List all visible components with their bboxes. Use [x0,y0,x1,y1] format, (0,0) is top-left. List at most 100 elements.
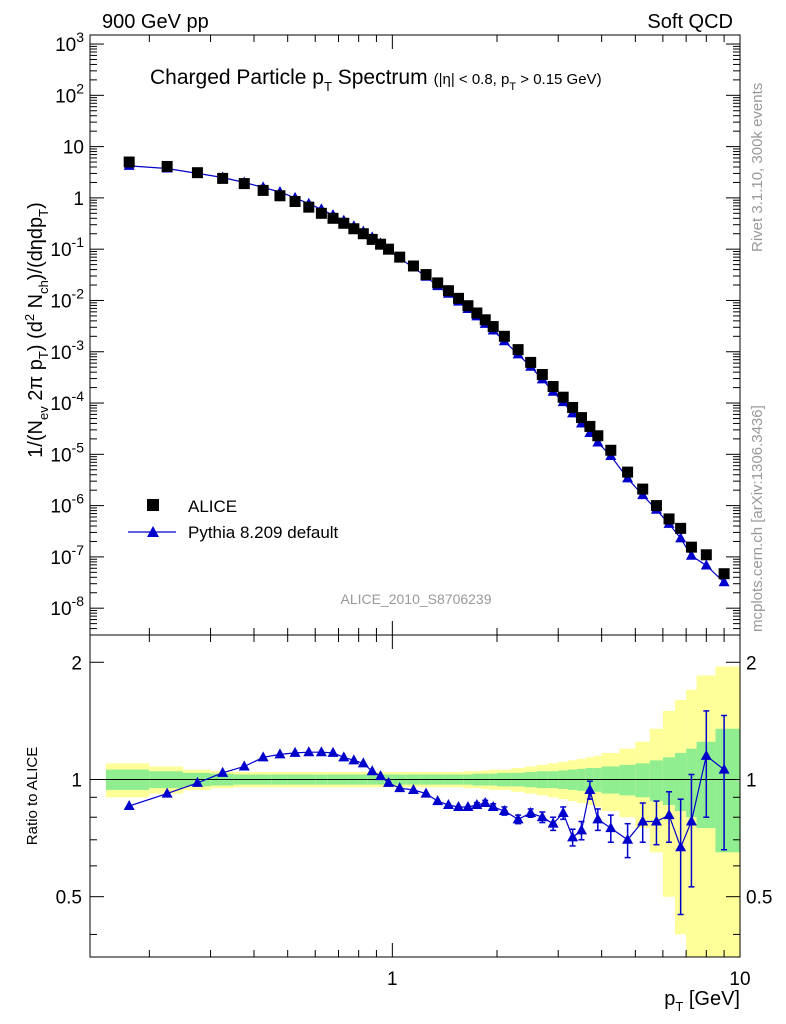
data-point-main [462,300,474,312]
data-point-main [366,233,378,245]
mc-point-ratio [592,813,604,824]
inner-band [601,766,620,794]
mc-point-ratio [471,798,483,809]
inner-band [674,752,687,811]
mc-point-ratio [718,763,730,774]
inner-band [715,728,740,853]
legend-mc-marker [147,526,159,537]
mc-point-ratio [366,765,378,776]
mc-point-ratio [217,766,229,777]
mc-point-ratio [675,841,687,852]
header-right: Soft QCD [647,11,733,33]
data-point-main [637,483,649,495]
data-point-main [471,307,483,319]
mc-point-ratio [512,813,524,824]
mc-series-ratio [123,710,730,916]
data-point-main [650,500,662,512]
ratio-y-tick-label-left: 1 [71,770,82,791]
mc-point-main [675,532,687,543]
data-point-main [394,251,406,263]
main-axis-ticks [90,35,741,636]
mc-point-ratio [303,746,315,757]
data-point-main [442,285,454,297]
data-point-main [123,156,135,168]
analysis-id: ALICE_2010_S8706239 [340,591,491,607]
data-point-main [584,420,596,432]
data-point-main [161,160,173,172]
main-y-tick-label: 10-3 [50,337,84,364]
inner-band [649,760,663,802]
data-point-main [663,513,675,525]
mc-point-ratio [650,815,662,826]
chart-title-cuts-sub: T [509,81,516,93]
ratio-y-tick-label-left: 0.5 [56,888,82,909]
main-y-tick-label: 10-7 [50,542,84,569]
data-point-main [420,269,432,281]
data-point-main [700,549,712,561]
data-point-main [303,201,315,213]
mc-point-ratio [238,760,250,771]
inner-band [662,757,675,805]
rivet-label: Rivet 3.1.10, 300k events [749,83,766,252]
main-panel: 10-8 10-7 10-6 10-5 10-4 10-3 10-2 10-1 1 10 102 10… [50,29,741,636]
legend-data-marker [147,499,159,511]
data-point-main [557,391,569,403]
data-point-main [274,190,286,202]
data-point-main [536,369,548,381]
main-plot-frame [89,34,741,636]
x-axis-label-main: p [664,988,675,1010]
main-y-tick-label: 103 [55,29,84,56]
legend-mc-label: Pythia 8.209 default [188,523,339,542]
data-point-main [289,196,301,208]
legend: ALICE Pythia 8.209 default [128,497,339,542]
mc-point-ratio [487,800,499,811]
mc-point-ratio [557,807,569,818]
mc-point-ratio [420,787,432,798]
main-y-tick-label: 10-1 [50,234,84,261]
data-point-main [338,217,350,229]
main-y-tick-label: 102 [55,80,84,107]
main-y-tick-label: 10-6 [50,491,84,518]
data-point-main [357,228,369,240]
main-y-tick-label: 10-5 [50,439,84,466]
inner-band [619,764,636,796]
mc-point-ratio [547,817,559,828]
data-point-main [453,292,465,304]
data-point-main [675,522,687,534]
legend-data-label: ALICE [188,497,237,516]
x-axis-label-sub: T [675,999,683,1014]
mc-point-ratio [622,833,634,844]
chart-title-cuts: (|η| < 0.8, p [434,71,510,88]
ratio-plot-frame [89,634,741,958]
mc-point-ratio [357,757,369,768]
mc-point-ratio [315,746,327,757]
mc-point-ratio [257,751,269,762]
x-axis-label: pT [GeV] [664,988,740,1014]
data-point-main [622,466,634,478]
mc-point-main [718,576,730,587]
mc-point-ratio [161,787,173,798]
data-point-main [718,568,730,580]
ratio-axis-ticks [90,635,741,957]
chart-title-sub: T [324,79,332,94]
data-point-main [315,207,327,219]
main-y-tick-label: 10-8 [50,593,84,620]
data-point-main [257,184,269,196]
main-y-tick-label: 1 [73,189,84,210]
mc-point-ratio [462,800,474,811]
ratio-y-tick-label-left: 2 [71,653,82,674]
data-point-main [547,381,559,393]
mc-point-ratio [536,811,548,822]
mc-point-ratio [338,751,350,762]
data-point-main [217,172,229,184]
mc-point-ratio [700,749,712,760]
main-y-tick-label: 10 [63,138,84,159]
mc-point-main [700,559,712,570]
data-point-main [383,243,395,255]
mc-point-ratio [327,746,339,757]
data-point-main [487,321,499,333]
mc-point-ratio [191,776,203,787]
chart-title-main: Charged Particle p [150,66,324,89]
mc-line-ratio [129,751,725,849]
